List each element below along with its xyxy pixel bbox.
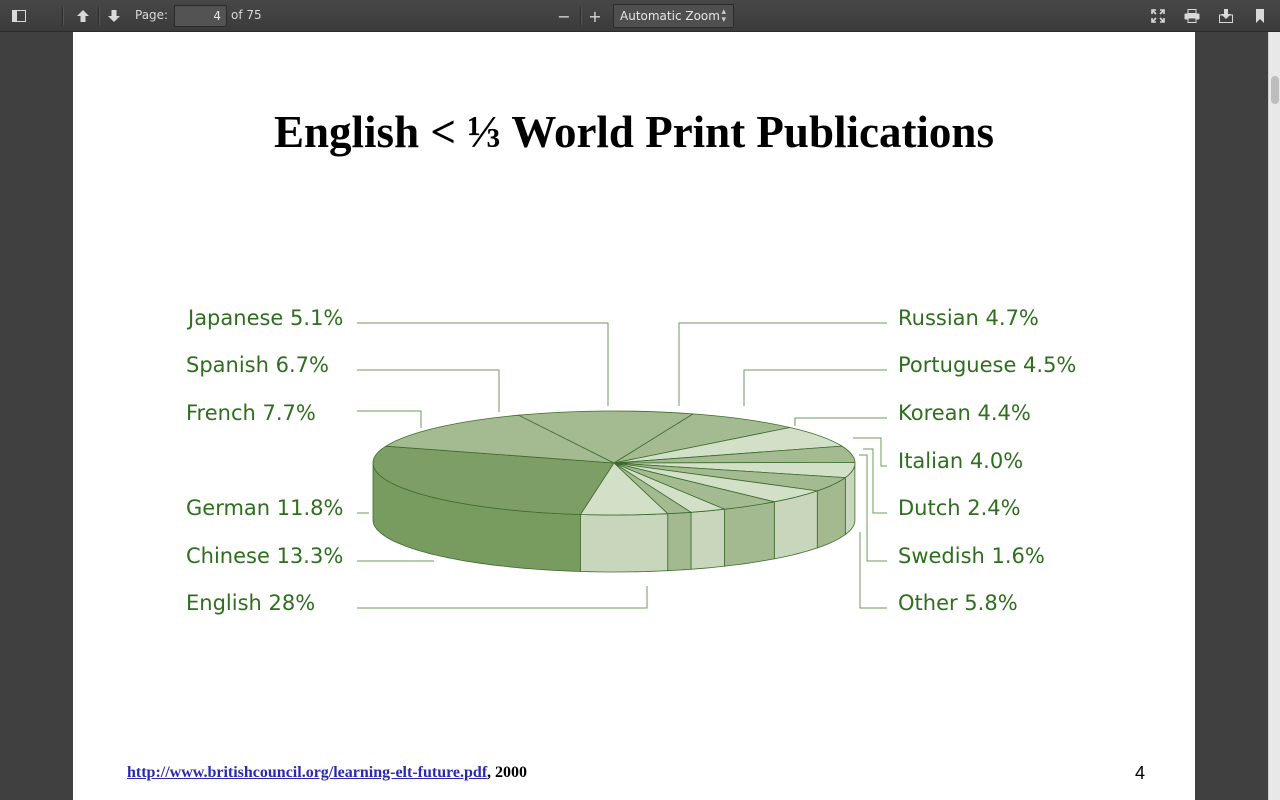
leader-line [357, 369, 500, 412]
leader-line [357, 410, 422, 428]
page-label: Page: [135, 8, 169, 22]
leader-line [678, 322, 887, 406]
pie-side-dutch [690, 508, 725, 570]
pie-slice-german [517, 410, 695, 464]
page-count: of 75 [231, 8, 262, 22]
label-chinese: Chinese 13.3% [186, 544, 344, 568]
document-viewer[interactable]: English < ⅓ World Print Publications Ja [0, 32, 1268, 800]
download-button[interactable] [1215, 3, 1237, 29]
download-icon [1219, 9, 1233, 23]
leader-line [859, 532, 887, 609]
bookmark-icon [1256, 9, 1264, 23]
leader-line [853, 437, 887, 467]
page-number-input[interactable]: 4 [174, 5, 227, 27]
label-italian: Italian 4.0% [898, 449, 1024, 473]
label-english: English 28% [186, 591, 316, 615]
leader-line [357, 586, 648, 609]
leader-line [794, 417, 887, 426]
pie-slice-other [579, 462, 669, 516]
source-link[interactable]: http://www.britishcouncil.org/learning-e… [127, 764, 488, 781]
toolbar-separator [62, 7, 63, 25]
pie-slice-chinese [384, 414, 615, 464]
sidebar-icon [12, 10, 26, 22]
pie-side-swedish [667, 511, 692, 572]
previous-page-button[interactable] [72, 3, 94, 29]
pie-side-other [580, 513, 669, 573]
label-russian: Russian 4.7% [898, 306, 1039, 330]
slide-title: English < ⅓ World Print Publications [274, 107, 994, 157]
printer-icon [1184, 9, 1200, 23]
pdf-page: English < ⅓ World Print Publications Ja [73, 32, 1195, 800]
label-japanese: Japanese 5.1% [188, 306, 344, 330]
zoom-in-button[interactable]: + [588, 6, 602, 26]
zoom-value: Automatic Zoom [620, 9, 720, 23]
pie-slice-english [372, 445, 615, 515]
leader-line [743, 369, 887, 406]
label-dutch: Dutch 2.4% [898, 496, 1021, 520]
arrow-up-icon [77, 10, 89, 22]
leader-line [357, 322, 609, 406]
pie-sides [372, 463, 856, 573]
source-year: , 2000 [487, 764, 527, 781]
label-french: French 7.7% [186, 401, 316, 425]
label-korean: Korean 4.4% [898, 401, 1031, 425]
pie-side-italian [724, 501, 775, 567]
label-german: German 11.8% [186, 496, 344, 520]
zoom-select[interactable]: Automatic Zoom ▴ ▾ [613, 4, 734, 28]
label-swedish: Swedish 1.6% [898, 544, 1045, 568]
zoom-out-button[interactable]: − [557, 6, 571, 26]
next-page-button[interactable] [103, 3, 125, 29]
scrollbar-thumb[interactable] [1271, 76, 1279, 104]
sidebar-toggle-button[interactable] [8, 3, 30, 29]
label-other: Other 5.8% [898, 591, 1018, 615]
bookmark-button[interactable] [1249, 3, 1271, 29]
vertical-scrollbar[interactable] [1268, 32, 1280, 800]
pie-side-korean [773, 490, 818, 560]
label-portuguese: Portuguese 4.5% [898, 353, 1077, 377]
presentation-mode-button[interactable] [1147, 3, 1169, 29]
pdf-toolbar: Page: 4 of 75 − + Automatic Zoom ▴ ▾ [0, 0, 1280, 32]
arrow-down-icon [108, 10, 120, 22]
fullscreen-icon [1151, 9, 1165, 23]
leader-lines [357, 322, 887, 609]
toolbar-separator [580, 7, 581, 25]
pie-slice-french [613, 413, 790, 464]
leader-line [863, 448, 887, 514]
select-caret-icon: ▴ ▾ [721, 7, 726, 25]
toolbar-separator [98, 7, 99, 25]
print-button[interactable] [1181, 3, 1203, 29]
pie-chart [357, 322, 887, 609]
label-spanish: Spanish 6.7% [186, 353, 329, 377]
pie-top [372, 410, 856, 516]
leader-line [859, 454, 887, 562]
slide-page-number: 4 [1135, 763, 1146, 783]
